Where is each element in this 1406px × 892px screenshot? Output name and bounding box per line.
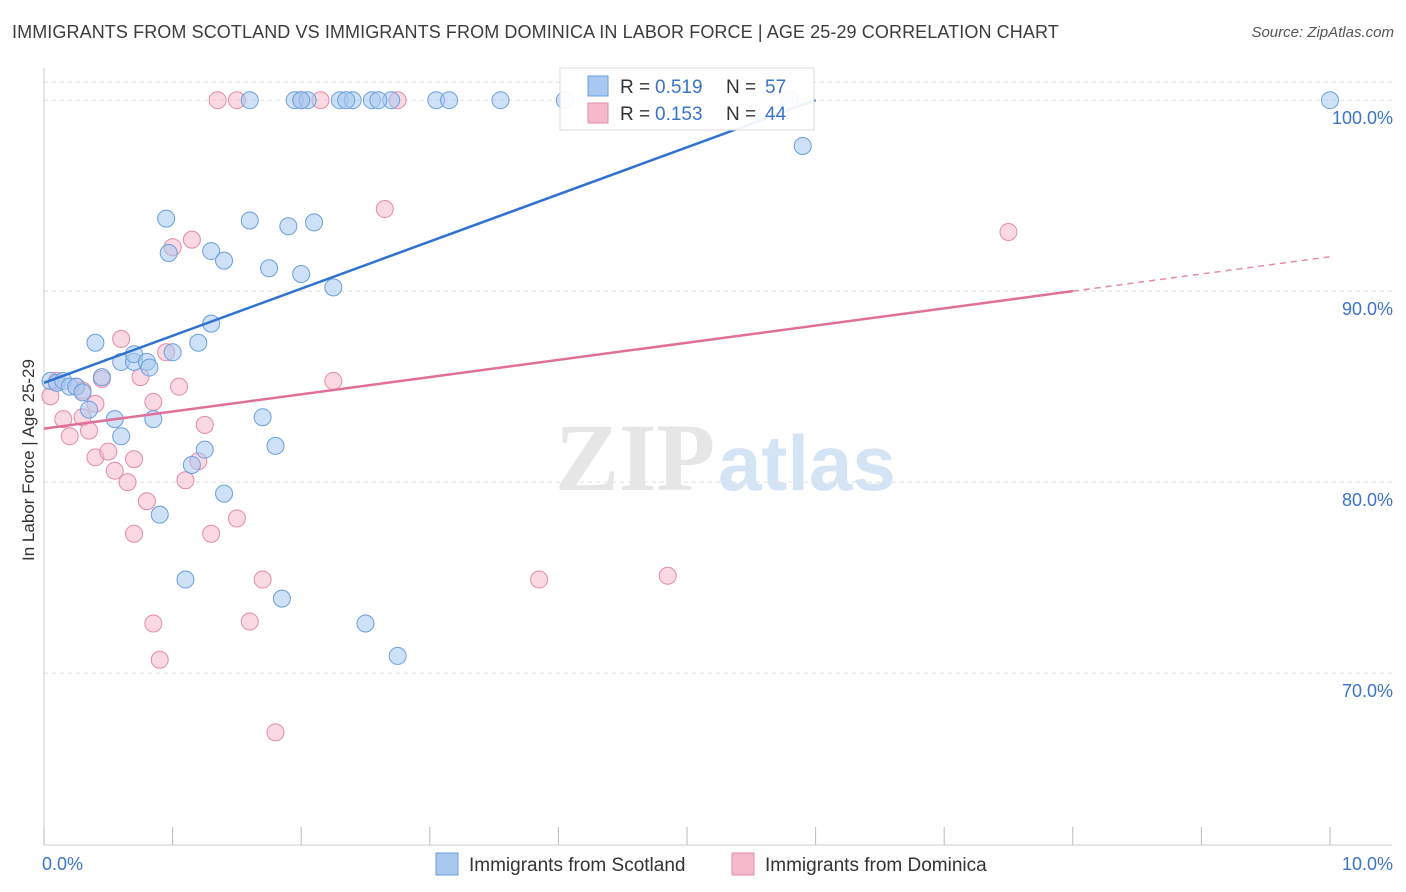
point-dominica — [118, 473, 137, 492]
point-dominica — [144, 614, 163, 633]
series-dominica — [41, 91, 1018, 742]
point-dominica — [208, 91, 227, 110]
point-scotland — [260, 259, 279, 278]
trend-line-dominica-extension — [1072, 256, 1331, 292]
point-scotland — [215, 251, 234, 270]
source-label: Source: ZipAtlas.com — [1251, 24, 1394, 41]
point-dominica — [125, 524, 144, 543]
legend-r-label: R = — [620, 104, 650, 125]
point-scotland — [337, 91, 356, 110]
legend-n-value: 57 — [765, 77, 786, 98]
bottom-legend-label: Immigrants from Scotland — [469, 855, 685, 876]
bottom-legend-swatch — [435, 852, 459, 876]
point-scotland — [324, 278, 343, 297]
legend-r-label: R = — [620, 77, 650, 98]
stats-legend: R = 0.519 N = 57 R = 0.153 N = 44 — [559, 67, 815, 131]
legend-n-label: N = — [726, 77, 756, 98]
legend-swatch — [587, 102, 609, 124]
legend-swatch — [587, 75, 609, 97]
trend-line-dominica — [43, 289, 1073, 430]
point-scotland — [80, 400, 99, 419]
axes: 0.0% 10.0% — [42, 68, 1393, 874]
point-scotland — [388, 646, 407, 665]
point-dominica — [324, 371, 343, 390]
point-dominica — [137, 492, 156, 511]
point-scotland — [272, 589, 291, 608]
point-scotland — [176, 570, 195, 589]
point-scotland — [1321, 91, 1339, 110]
point-dominica — [227, 509, 246, 528]
point-scotland — [73, 383, 92, 402]
point-scotland — [305, 213, 324, 232]
point-dominica — [375, 200, 394, 219]
point-dominica — [150, 650, 169, 669]
y-tick-label: 80.0% — [1342, 490, 1393, 510]
legend-n-value: 44 — [765, 104, 787, 125]
point-scotland — [292, 264, 311, 283]
point-scotland — [92, 368, 111, 387]
series-legend: Immigrants from Scotland Immigrants from … — [435, 852, 987, 876]
point-dominica — [999, 222, 1018, 241]
bottom-legend-label: Immigrants from Dominica — [765, 855, 987, 876]
point-scotland — [195, 440, 214, 459]
point-scotland — [150, 505, 169, 524]
point-scotland — [793, 137, 812, 156]
point-dominica — [170, 377, 189, 396]
point-scotland — [440, 91, 459, 110]
point-scotland — [253, 408, 272, 427]
bottom-legend-swatch — [731, 852, 755, 876]
point-dominica — [105, 461, 124, 480]
point-scotland — [112, 427, 131, 446]
point-dominica — [195, 415, 214, 434]
trend-lines — [43, 99, 1331, 430]
point-dominica — [240, 612, 259, 631]
point-dominica — [125, 450, 144, 469]
point-dominica — [530, 570, 549, 589]
legend-r-value: 0.153 — [655, 104, 703, 125]
legend-n-label: N = — [726, 104, 756, 125]
point-scotland — [202, 242, 221, 261]
point-scotland — [369, 91, 388, 110]
point-dominica — [658, 566, 677, 585]
point-scotland — [140, 358, 159, 377]
point-scotland — [159, 243, 178, 262]
point-scotland — [157, 209, 176, 228]
point-dominica — [202, 524, 221, 543]
point-dominica — [176, 471, 195, 490]
x-tick-label: 10.0% — [1342, 854, 1393, 874]
point-scotland — [266, 436, 285, 455]
point-dominica — [182, 230, 201, 249]
watermark-atlas: atlas — [718, 419, 896, 507]
point-scotland — [215, 484, 234, 503]
point-scotland — [292, 91, 311, 110]
point-scotland — [240, 91, 259, 110]
point-dominica — [99, 442, 118, 461]
x-tick-label: 0.0% — [42, 854, 83, 874]
point-dominica — [54, 410, 73, 429]
point-scotland — [86, 333, 105, 352]
trend-line-scotland — [43, 99, 817, 385]
series-scotland — [41, 91, 1339, 665]
point-dominica — [60, 427, 79, 446]
watermark-zip: ZIP — [555, 404, 715, 511]
y-axis-label: In Labor Force | Age 25-29 — [19, 359, 38, 561]
point-scotland — [240, 211, 259, 230]
point-scotland — [491, 91, 510, 110]
legend-r-value: 0.519 — [655, 77, 703, 98]
point-dominica — [253, 570, 272, 589]
point-scotland — [163, 343, 182, 362]
point-scotland — [279, 217, 298, 236]
y-tick-label: 70.0% — [1342, 681, 1393, 701]
point-scotland — [356, 614, 375, 633]
y-tick-label: 100.0% — [1332, 108, 1393, 128]
point-dominica — [144, 392, 163, 411]
chart-title: IMMIGRANTS FROM SCOTLAND VS IMMIGRANTS F… — [12, 22, 1059, 42]
point-scotland — [189, 333, 208, 352]
y-tick-label: 90.0% — [1342, 299, 1393, 319]
point-dominica — [112, 329, 131, 348]
point-dominica — [266, 723, 285, 742]
gridlines: 100.0% 90.0% 80.0% 70.0% — [44, 81, 1393, 701]
point-scotland — [182, 455, 201, 474]
